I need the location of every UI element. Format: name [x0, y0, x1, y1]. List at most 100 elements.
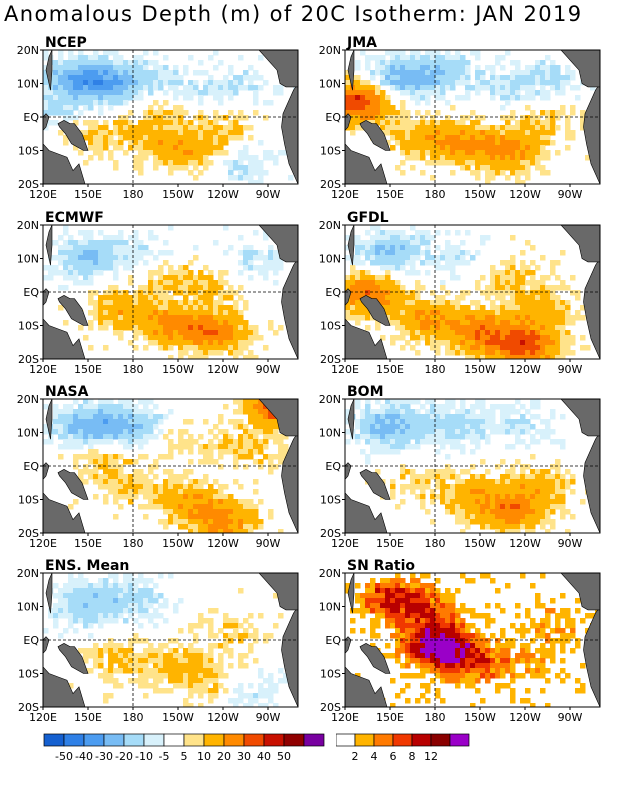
heatmap-cell [545, 429, 551, 435]
heatmap-cell [405, 330, 411, 336]
heatmap-cell [480, 409, 486, 415]
heatmap-cell [203, 355, 209, 359]
heatmap-cell [480, 484, 486, 490]
heatmap-cell [525, 519, 531, 525]
heatmap-cell [365, 85, 371, 91]
heatmap-cell [455, 80, 461, 86]
y-tick-label: 20N [17, 393, 39, 406]
heatmap-cell [198, 693, 204, 699]
heatmap-cell [248, 325, 254, 331]
heatmap-cell [218, 130, 224, 136]
heatmap-cell [345, 280, 351, 286]
heatmap-cell [445, 474, 451, 480]
heatmap-cell [68, 603, 74, 609]
heatmap-cell [68, 240, 74, 246]
heatmap-cell [470, 419, 476, 425]
heatmap-cell [450, 494, 456, 500]
heatmap-cell [515, 300, 521, 306]
heatmap-cell [173, 678, 179, 684]
heatmap-cell [113, 315, 119, 321]
heatmap-cell [405, 135, 411, 141]
heatmap-cell [123, 300, 129, 306]
heatmap-cell [183, 703, 189, 707]
heatmap-cell [405, 145, 411, 151]
heatmap-cell [550, 270, 556, 276]
heatmap-field [43, 50, 298, 184]
heatmap-cell [445, 100, 451, 106]
heatmap-cell [565, 340, 571, 346]
heatmap-cell [530, 270, 536, 276]
heatmap-cell [113, 499, 119, 505]
heatmap-cell [158, 125, 164, 131]
heatmap-cell [470, 325, 476, 331]
heatmap-cell [153, 80, 159, 86]
heatmap-cell [425, 484, 431, 490]
heatmap-cell [380, 235, 386, 241]
heatmap-cell [550, 260, 556, 266]
heatmap-cell [268, 260, 274, 266]
heatmap-cell [560, 479, 566, 485]
heatmap-cell [233, 290, 239, 296]
heatmap-cell [128, 90, 134, 96]
heatmap-cell [410, 80, 416, 86]
heatmap-cell [93, 250, 99, 256]
heatmap-cell [450, 265, 456, 271]
heatmap-cell [203, 459, 209, 465]
heatmap-cell [380, 115, 386, 121]
heatmap-cell [138, 145, 144, 151]
heatmap-cell [510, 340, 516, 346]
heatmap-cell [268, 424, 274, 430]
heatmap-cell [445, 325, 451, 331]
heatmap-cell [183, 140, 189, 146]
heatmap-cell [470, 345, 476, 351]
heatmap-cell [213, 529, 219, 533]
heatmap-cell [450, 320, 456, 326]
heatmap-cell [490, 140, 496, 146]
heatmap-cell [88, 310, 94, 316]
heatmap-cell [208, 499, 214, 505]
heatmap-cell [98, 320, 104, 326]
heatmap-cell [400, 240, 406, 246]
x-tick-label: 120W [207, 537, 239, 550]
heatmap-cell [530, 120, 536, 126]
heatmap-cell [465, 509, 471, 515]
heatmap-cell [228, 85, 234, 91]
heatmap-cell [68, 419, 74, 425]
heatmap-cell [420, 155, 426, 161]
heatmap-cell [198, 150, 204, 156]
heatmap-cell [410, 265, 416, 271]
heatmap-cell [123, 414, 129, 420]
heatmap-cell [520, 165, 526, 171]
heatmap-cell [273, 439, 279, 445]
heatmap-cell [405, 120, 411, 126]
heatmap-cell [148, 335, 154, 341]
heatmap-cell [53, 110, 59, 116]
heatmap-cell [63, 285, 69, 291]
heatmap-cell [530, 280, 536, 286]
heatmap-cell [138, 598, 144, 604]
heatmap-cell [565, 335, 571, 341]
heatmap-cell [555, 75, 561, 81]
heatmap-cell [93, 494, 99, 500]
heatmap-cell [138, 474, 144, 480]
heatmap-cell [113, 573, 119, 579]
heatmap-cell [445, 499, 451, 505]
heatmap-cell [148, 414, 154, 420]
heatmap-cell [515, 135, 521, 141]
heatmap-cell [123, 135, 129, 141]
heatmap-cell [550, 509, 556, 515]
heatmap-cell [560, 484, 566, 490]
heatmap-cell [445, 489, 451, 495]
heatmap-cell [525, 514, 531, 520]
heatmap-cell [445, 300, 451, 306]
heatmap-cell [380, 250, 386, 256]
heatmap-cell [168, 663, 174, 669]
heatmap-cell [465, 90, 471, 96]
heatmap-cell [455, 310, 461, 316]
heatmap-cell [123, 310, 129, 316]
heatmap-cell [168, 444, 174, 450]
heatmap-cell [520, 170, 526, 176]
heatmap-cell [178, 290, 184, 296]
heatmap-cell [258, 519, 264, 525]
heatmap-cell [530, 95, 536, 101]
